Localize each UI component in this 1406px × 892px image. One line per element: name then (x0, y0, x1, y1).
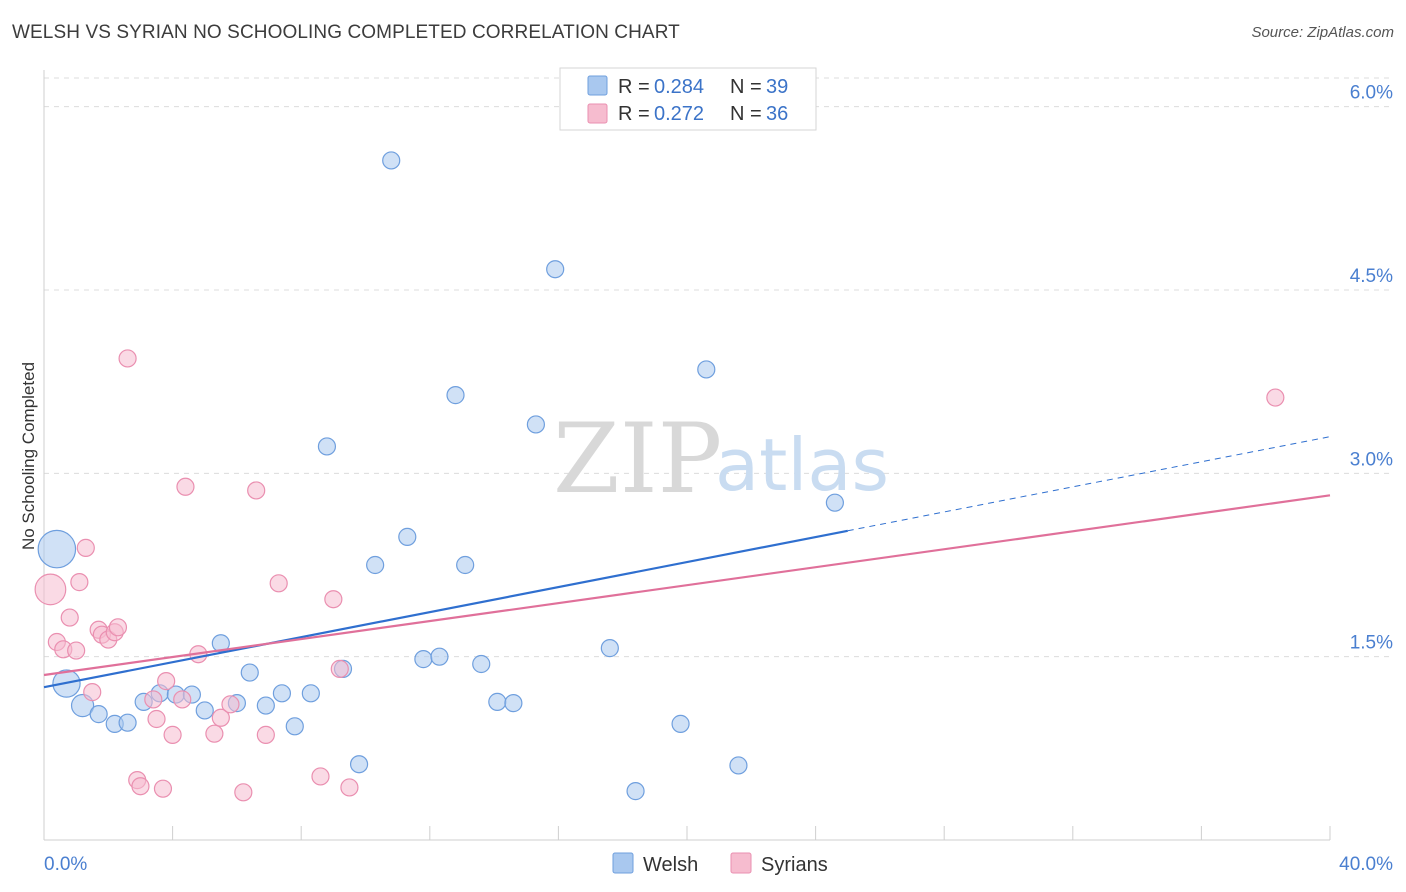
legend-n-label-syrians: N = (730, 103, 762, 125)
legend-r-value-welsh: 0.284 (654, 76, 704, 98)
axes: 0.0% 40.0% (43, 70, 1393, 875)
syrian-point (330, 659, 349, 678)
legend-swatch-syrians (587, 103, 608, 124)
syrian-point (247, 481, 266, 500)
y-tick-label: 3.0% (1350, 449, 1393, 470)
welsh-point (600, 639, 619, 658)
welsh-point (382, 151, 401, 170)
syrian-point (324, 590, 343, 609)
syrian-point (108, 618, 128, 637)
welsh-point (240, 663, 259, 682)
welsh-point (301, 684, 320, 703)
legend-n-value-syrians: 36 (766, 103, 788, 125)
syrian-point (131, 777, 150, 796)
welsh-point (446, 386, 465, 405)
welsh-point (118, 713, 137, 732)
welsh-point (526, 415, 545, 434)
chart-title: WELSH VS SYRIAN NO SCHOOLING COMPLETED C… (12, 22, 680, 43)
series-legend-swatch-syrians (730, 852, 752, 874)
welsh-point (697, 360, 716, 379)
welsh-point (456, 555, 475, 575)
syrian-point (340, 778, 359, 797)
welsh-trend-extension (847, 436, 1331, 532)
syrian-point (256, 725, 275, 744)
syrian-point (311, 767, 330, 786)
series-legend-label-syrians: Syrians (761, 854, 828, 876)
syrian-point (157, 672, 176, 691)
syrian-point (234, 783, 253, 802)
welsh-point (37, 529, 77, 569)
welsh-point (349, 755, 369, 774)
syrian-point (173, 690, 192, 709)
welsh-point (472, 654, 491, 674)
syrian-point (34, 573, 67, 606)
welsh-point (729, 756, 748, 775)
y-tick-label: 1.5% (1350, 633, 1393, 654)
welsh-point (414, 650, 433, 669)
syrian-trend-line (43, 494, 1331, 677)
welsh-point (546, 260, 565, 279)
legend-r-label-syrians: R = (618, 103, 650, 125)
welsh-point (366, 555, 385, 575)
y-tick-label: 6.0% (1350, 83, 1393, 104)
welsh-point (430, 647, 449, 666)
welsh-point (825, 493, 844, 512)
welsh-trend-line (43, 529, 848, 689)
welsh-point (89, 705, 108, 724)
watermark-zip: ZIP (553, 403, 722, 515)
legend-r-value-syrians: 0.272 (654, 103, 704, 125)
x-tick-label-min: 0.0% (44, 854, 87, 875)
syrian-point (176, 477, 195, 496)
welsh-point (285, 717, 304, 736)
y-tick-label: 4.5% (1350, 266, 1393, 287)
syrian-point (118, 349, 137, 368)
syrian-point (144, 690, 163, 709)
welsh-point (626, 782, 645, 801)
syrian-point (163, 725, 182, 744)
syrian-point (70, 573, 89, 592)
watermark: ZIP atlas (553, 403, 889, 515)
syrian-point (221, 695, 240, 714)
correlation-legend: R = 0.284 N = 39 R = 0.272 N = 36 (559, 67, 817, 131)
welsh-point (195, 701, 214, 720)
syrian-point (76, 538, 95, 557)
welsh-point (504, 694, 523, 713)
syrian-point (83, 683, 102, 702)
welsh-point (488, 692, 507, 711)
x-tick-label-max: 40.0% (1339, 854, 1393, 875)
syrian-point (147, 709, 166, 729)
series-legend: Welsh Syrians (612, 852, 828, 876)
data-points (34, 151, 1285, 802)
syrian-point (205, 724, 224, 743)
series-legend-label-welsh: Welsh (643, 854, 698, 876)
gridlines: 1.5% 3.0% 4.5% 6.0% (44, 77, 1393, 658)
trend-lines (43, 436, 1331, 689)
welsh-point (671, 714, 690, 733)
watermark-atlas: atlas (715, 423, 889, 507)
welsh-point (317, 437, 337, 456)
series-legend-swatch-welsh (612, 852, 634, 874)
legend-swatch-welsh (587, 75, 608, 96)
legend-n-value-welsh: 39 (766, 76, 788, 98)
legend-n-label-welsh: N = (730, 76, 762, 98)
chart-source: Source: ZipAtlas.com (1251, 24, 1394, 41)
welsh-point (256, 696, 275, 715)
syrian-point (67, 641, 86, 660)
syrian-point (1266, 388, 1285, 407)
y-axis-title: No Schooling Completed (19, 362, 38, 550)
syrian-point (153, 779, 173, 798)
syrian-point (269, 574, 288, 593)
syrian-point (211, 708, 230, 727)
welsh-point (272, 684, 292, 703)
syrian-point (60, 608, 79, 627)
legend-r-label-welsh: R = (618, 76, 650, 98)
welsh-point (398, 527, 417, 546)
